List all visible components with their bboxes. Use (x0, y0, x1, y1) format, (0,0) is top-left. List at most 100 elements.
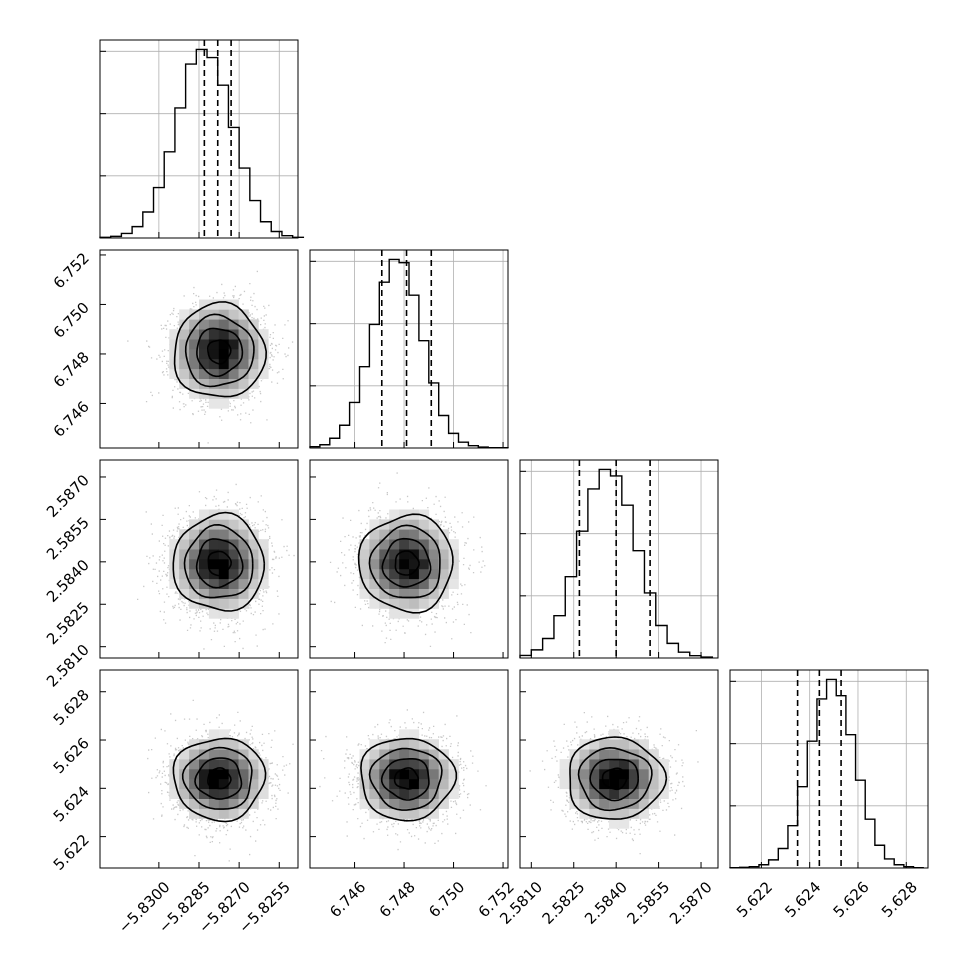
density-cell (448, 778, 459, 790)
density-cell (179, 788, 190, 799)
y-tick-label: 2.5855 (43, 514, 93, 564)
density-cell (228, 358, 239, 370)
density-cell (208, 588, 220, 599)
density-cell (409, 808, 420, 819)
density-cell (619, 788, 630, 799)
x-tick-label: 2.5840 (581, 878, 631, 928)
density-cell (609, 739, 620, 750)
density-cell (369, 788, 380, 799)
contour-level-3 (569, 736, 668, 820)
density-cell (418, 529, 430, 540)
density-cell (438, 788, 449, 799)
density-cell (218, 339, 229, 350)
density-cell (628, 778, 640, 790)
density-cell (189, 368, 200, 379)
density-cell (658, 769, 669, 780)
density-cell (428, 778, 439, 790)
density-cell (228, 519, 239, 530)
density-cell (579, 749, 590, 760)
density-cell (428, 759, 439, 770)
density-cell (369, 588, 380, 599)
density-cell (179, 319, 190, 330)
scatter-panel-0-1 (99, 249, 299, 449)
density-cell (448, 578, 459, 589)
density-cell (589, 759, 600, 770)
density-cell (399, 559, 410, 570)
density-cell (418, 559, 430, 570)
density-cell (418, 749, 430, 760)
x-tick-label: 5.622 (733, 878, 776, 921)
density-cell (399, 769, 410, 780)
density-cell (179, 588, 190, 599)
histogram-panel-3 (729, 669, 929, 869)
density-cell (379, 788, 390, 799)
density-cell (238, 769, 249, 780)
density-cell (369, 769, 380, 780)
density-cell (199, 509, 210, 520)
density-cell (189, 778, 200, 790)
density-cell (199, 349, 210, 360)
density-cell (409, 798, 420, 809)
density-cell (189, 568, 200, 580)
density-cell (199, 368, 210, 379)
density-cell (399, 549, 410, 560)
density-cell (228, 319, 239, 330)
contour-level-2 (183, 523, 254, 599)
x-tick-label: 6.750 (425, 878, 468, 921)
density-cell (238, 358, 249, 370)
density-cell (409, 598, 420, 609)
y-tick-label: 6.748 (50, 348, 93, 391)
density-cell (238, 319, 249, 330)
density-cell (258, 769, 269, 780)
density-cell (409, 788, 420, 799)
density-cell (369, 549, 380, 560)
density-cell (579, 788, 590, 799)
density-cell (359, 559, 370, 570)
density-cell (559, 769, 570, 780)
contour-level-0 (393, 767, 420, 790)
density-cell (179, 309, 190, 320)
density-cell (169, 539, 180, 550)
density-cell (369, 778, 380, 790)
density-cell (199, 378, 210, 389)
density-cell (399, 808, 410, 819)
density-cell (248, 578, 259, 589)
density-cell (628, 808, 640, 819)
density-cell (418, 509, 430, 520)
histogram-panel-0 (99, 39, 305, 239)
density-cell (638, 808, 649, 819)
contour-level-2 (368, 524, 441, 599)
density-cell (169, 339, 180, 350)
density-cell (218, 749, 229, 760)
density-cell (208, 339, 220, 350)
density-cell (189, 309, 200, 320)
contour-level-3 (357, 513, 454, 614)
density-cell (258, 549, 269, 560)
y-tick-label: 6.750 (50, 299, 93, 342)
density-cell (199, 578, 210, 589)
density-cell (638, 788, 649, 799)
density-cell (218, 729, 229, 740)
y-tick-label: 5.622 (50, 831, 93, 874)
density-cell (389, 739, 400, 750)
density-cell (379, 759, 390, 770)
density-cell (189, 808, 200, 819)
density-cell (399, 519, 410, 530)
density-cell (359, 588, 370, 599)
density-cell (648, 788, 659, 799)
density-cell (189, 549, 200, 560)
density-cell (369, 749, 380, 760)
density-cell (238, 759, 249, 770)
density-cell (379, 549, 390, 560)
histogram-panel-1 (309, 249, 509, 449)
density-cell (179, 329, 190, 340)
density-cell (228, 349, 239, 360)
panel-frame (729, 669, 929, 869)
density-cell (208, 559, 220, 570)
density-cell (599, 788, 610, 799)
density-cell (228, 559, 239, 570)
density-cell (379, 798, 390, 809)
density-cell (648, 778, 659, 790)
density-cell (258, 358, 269, 370)
